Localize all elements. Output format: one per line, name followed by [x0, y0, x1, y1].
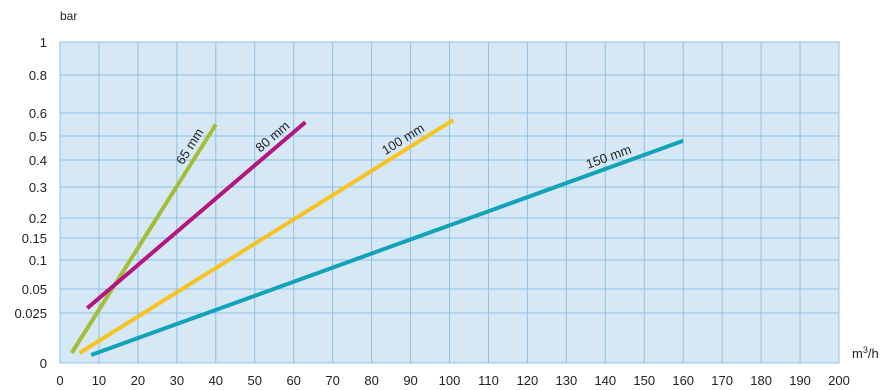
series-line-150-mm [90, 138, 684, 357]
x-tick-labels: 0 10 20 30 40 50 60 70 80 90 100 110 120 130 140 150 160… [56, 373, 849, 388]
x-tick-label: 100 [439, 373, 461, 388]
grid [59, 41, 840, 364]
x-tick-label: 10 [92, 373, 106, 388]
series-line-65-mm [69, 123, 218, 355]
y-tick-label: 0.8 [29, 68, 47, 83]
x-tick-label: 20 [131, 373, 145, 388]
y-axis-unit: bar [60, 9, 77, 23]
x-tick-label: 50 [248, 373, 262, 388]
x-tick-label: 80 [364, 373, 378, 388]
x-tick-label: 120 [517, 373, 539, 388]
y-tick-label: 0.1 [29, 253, 47, 268]
y-tick-label: 0.5 [29, 129, 47, 144]
y-tick-label: 0.2 [29, 211, 47, 226]
x-tick-label: 40 [209, 373, 223, 388]
x-tick-label: 0 [56, 373, 63, 388]
x-tick-label: 70 [325, 373, 339, 388]
x-tick-label: 110 [478, 373, 499, 388]
x-tick-label: 180 [750, 373, 772, 388]
y-tick-label: 0.4 [29, 153, 47, 168]
y-tick-label: 0.025 [14, 306, 47, 321]
y-tick-label: 0.6 [29, 106, 47, 121]
x-axis-unit: m3/h [852, 345, 879, 361]
series-lines [69, 118, 684, 357]
x-tick-label: 130 [555, 373, 577, 388]
x-tick-label: 140 [594, 373, 616, 388]
x-tick-label: 170 [711, 373, 733, 388]
x-tick-label: 200 [828, 373, 850, 388]
y-tick-label: 0.3 [29, 180, 47, 195]
y-tick-labels: 0 0.025 0.05 0.1 0.15 0.2 0.3 0.4 0.5 0.6 0.8 1 [14, 35, 47, 371]
y-tick-label: 1 [40, 35, 47, 50]
x-tick-label: 30 [170, 373, 184, 388]
x-tick-label: 60 [286, 373, 300, 388]
y-tick-label: 0.05 [22, 282, 47, 297]
y-tick-label: 0.15 [22, 231, 47, 246]
x-tick-label: 190 [789, 373, 811, 388]
y-tick-label: 0 [40, 356, 47, 371]
x-tick-label: 150 [633, 373, 655, 388]
x-tick-label: 90 [403, 373, 417, 388]
series-line-80-mm [85, 120, 307, 310]
series-line-100-mm [78, 118, 455, 355]
x-tick-label: 160 [672, 373, 694, 388]
